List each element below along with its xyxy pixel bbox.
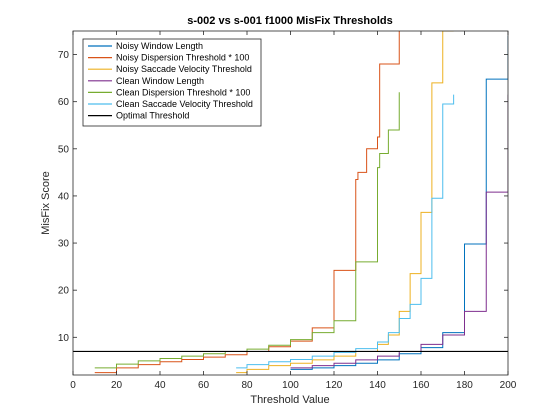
y-tick-label: 40 (58, 191, 70, 202)
ticks-layer: 0 20 40 60 80 100 120 140 160 180 200 10 20 30 40 50 60 7… (58, 31, 517, 391)
legend-label: Clean Window Length (116, 76, 204, 86)
legend-label: Noisy Dispersion Threshold * 100 (116, 53, 249, 63)
y-tick-label: 70 (58, 50, 70, 61)
y-tick-label: 50 (58, 144, 70, 155)
chart-title: s-002 vs s-001 f1000 MisFix Thresholds (187, 15, 392, 27)
x-tick-label: 60 (198, 380, 210, 391)
x-tick-label: 80 (241, 380, 253, 391)
series-layer (73, 31, 508, 374)
x-tick-label: 160 (413, 380, 430, 391)
x-tick-label: 120 (326, 380, 343, 391)
legend-box (82, 38, 262, 127)
x-tick-label: 140 (369, 380, 386, 391)
legend-label: Clean Saccade Velocity Threshold (116, 99, 253, 109)
x-tick-label: 20 (111, 380, 123, 391)
legend: Noisy Window Length Noisy Dispersion Thre… (82, 38, 262, 127)
series-line-2 (94, 31, 400, 374)
x-tick-label: 40 (154, 380, 166, 391)
series-line-5 (94, 92, 400, 369)
series-line-3 (236, 31, 454, 374)
legend-label: Optimal Threshold (116, 111, 189, 121)
legend-label: Noisy Saccade Velocity Threshold (116, 64, 252, 74)
legend-label: Noisy Window Length (116, 41, 203, 51)
x-tick-label: 200 (500, 380, 517, 391)
x-tick-label: 0 (70, 380, 76, 391)
y-tick-label: 60 (58, 97, 70, 108)
legend-label: Clean Dispersion Threshold * 100 (116, 87, 250, 97)
x-axis-label: Threshold Value (250, 394, 329, 406)
x-tick-label: 100 (282, 380, 299, 391)
series-line-6 (236, 94, 455, 369)
y-tick-label: 20 (58, 286, 70, 297)
x-tick-label: 180 (456, 380, 473, 391)
y-axis-label: MisFix Score (40, 171, 52, 235)
y-tick-label: 10 (58, 333, 70, 344)
y-tick-label: 30 (58, 239, 70, 250)
